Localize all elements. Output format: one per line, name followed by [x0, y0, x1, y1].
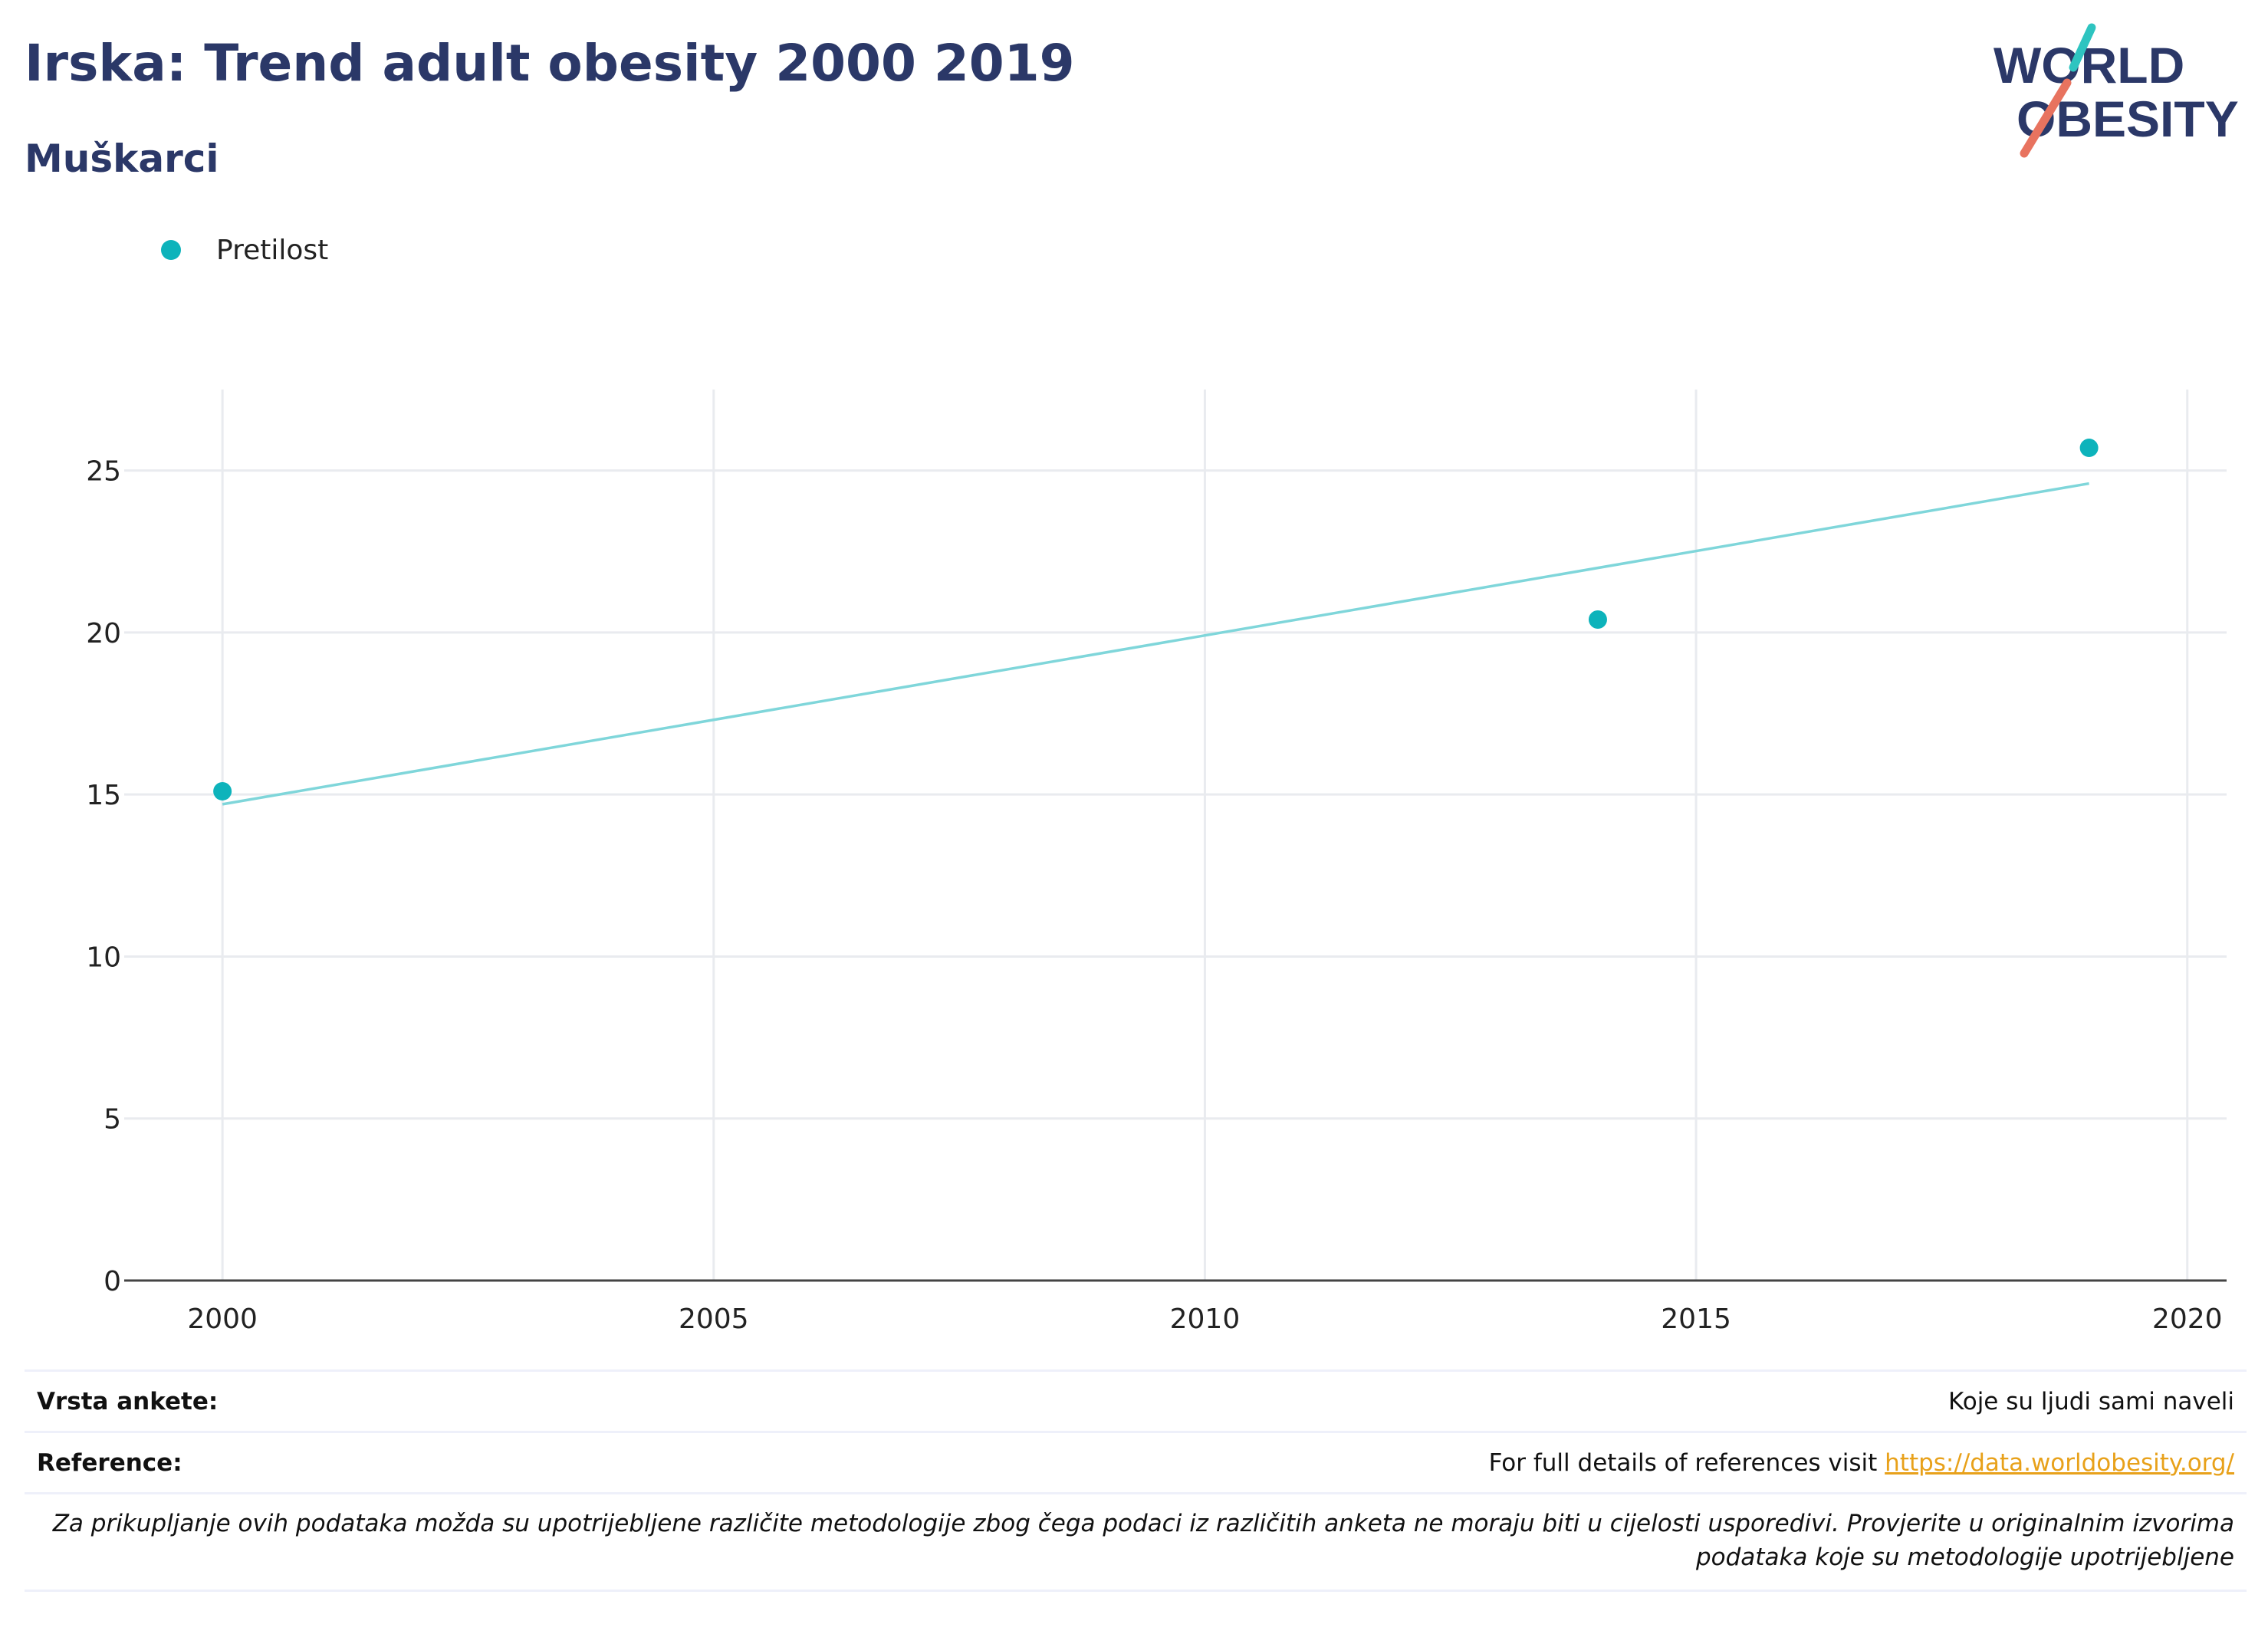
- data-point-2000: [213, 781, 232, 801]
- logo-word-world: WORLD: [1994, 37, 2184, 94]
- x-tick-label-2005: 2005: [679, 1304, 749, 1334]
- logo-coral-slash: [2020, 78, 2072, 158]
- chart-legend[interactable]: Pretilost: [161, 228, 328, 271]
- chart-subtitle: Muškarci: [25, 136, 219, 181]
- y-tick-label-25: 25: [86, 456, 121, 488]
- trendline: [222, 482, 2089, 806]
- survey-type-row: Vrsta ankete: Koje su ljudi sami naveli: [25, 1369, 2247, 1431]
- data-point-2019: [2079, 439, 2099, 458]
- data-points-layer: [213, 439, 2099, 801]
- world-obesity-logo: WORLD OBESITY: [1994, 23, 2239, 158]
- chart-axes: 2000 2005 2010 2015 2020 0 5 10 15 20 25: [86, 456, 2227, 1334]
- chart-title: Irska: Trend adult obesity 2000 2019: [25, 34, 1075, 93]
- y-tick-label-10: 10: [86, 942, 121, 973]
- y-tick-label-5: 5: [104, 1104, 121, 1136]
- x-tick-label-2015: 2015: [1661, 1304, 1731, 1334]
- info-table: Vrsta ankete: Koje su ljudi sami naveli …: [25, 1369, 2247, 1592]
- x-tick-label-2000: 2000: [187, 1304, 258, 1334]
- survey-type-value: Koje su ljudi sami naveli: [1948, 1387, 2234, 1415]
- y-tick-label-20: 20: [86, 618, 121, 649]
- data-point-2014: [1588, 610, 1607, 630]
- obesity-trend-chart: 2000 2005 2010 2015 2020 0 5 10 15 20 25: [86, 390, 2227, 1334]
- methodology-note: Za prikupljanje ovih podataka možda su u…: [25, 1492, 2247, 1592]
- logo-teal-slash: [2069, 23, 2096, 72]
- y-tick-label-15: 15: [86, 780, 121, 811]
- x-tick-label-2010: 2010: [1170, 1304, 1241, 1334]
- legend-label-pretilost: Pretilost: [216, 234, 329, 266]
- reference-label: Reference:: [37, 1448, 182, 1477]
- x-tick-label-2020: 2020: [2152, 1304, 2223, 1334]
- survey-type-label: Vrsta ankete:: [37, 1387, 219, 1415]
- reference-row: Reference: For full details of reference…: [25, 1431, 2247, 1492]
- legend-marker-pretilost: [161, 240, 181, 260]
- y-tick-label-0: 0: [104, 1266, 121, 1297]
- reference-value: For full details of references visit htt…: [1489, 1449, 2234, 1477]
- chart-grid: [124, 390, 2227, 1281]
- reference-text: For full details of references visit: [1488, 1448, 1885, 1477]
- trendline-layer: [222, 482, 2089, 806]
- reference-link[interactable]: https://data.worldobesity.org/: [1885, 1448, 2234, 1477]
